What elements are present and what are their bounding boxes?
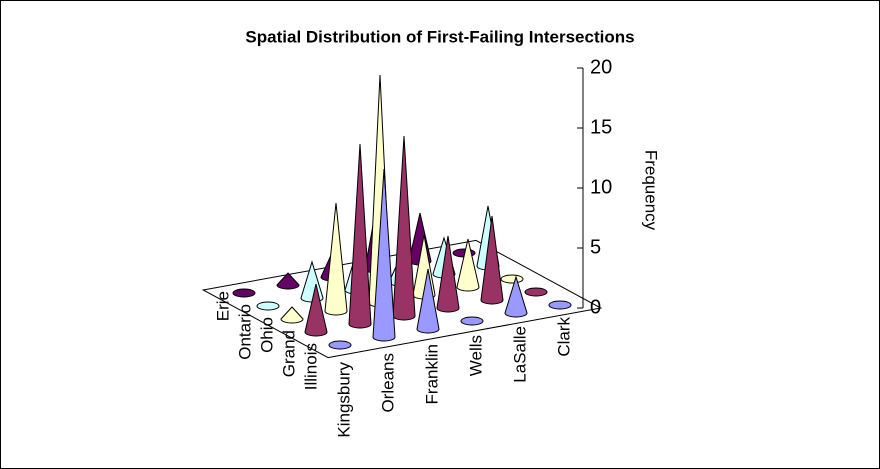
x-tick-label: Franklin (422, 344, 441, 404)
cone (504, 275, 528, 318)
floor (201, 239, 603, 359)
cone (348, 143, 372, 329)
x-tick-label: Clark (554, 317, 573, 357)
cone (500, 274, 524, 284)
depth-tick-label: Grand (279, 330, 298, 377)
cone (256, 301, 280, 311)
cone (276, 272, 300, 290)
depth-tick-label: Illinois (301, 343, 320, 390)
cone (328, 340, 352, 350)
cone (372, 168, 396, 342)
cone (324, 202, 348, 316)
y-tick-label: 0 (590, 296, 601, 318)
depth-tick-label: Ontario (235, 304, 254, 360)
cone (416, 268, 440, 334)
cone (524, 287, 548, 297)
cone (480, 215, 504, 305)
cone (232, 288, 256, 298)
cone (548, 300, 572, 310)
x-tick-label: Wells (466, 335, 485, 376)
cone (304, 283, 328, 337)
cone (456, 238, 480, 292)
y-tick-label: 20 (590, 56, 612, 78)
cone (280, 306, 304, 324)
y-tick-label: 15 (590, 116, 612, 138)
y-tick-label: 5 (590, 236, 601, 258)
depth-tick-label: Ohio (257, 317, 276, 353)
y-axis-label: Frequency (642, 150, 661, 231)
cone (436, 235, 460, 313)
chart-title: Spatial Distribution of First-Failing In… (245, 27, 634, 46)
depth-tick-label: Erie (213, 291, 232, 321)
x-tick-label: LaSalle (510, 326, 529, 383)
x-tick-label: Orleans (378, 353, 397, 413)
cone (460, 316, 484, 326)
y-tick-label: 10 (590, 176, 612, 198)
x-tick-label: Kingsbury (334, 362, 353, 438)
